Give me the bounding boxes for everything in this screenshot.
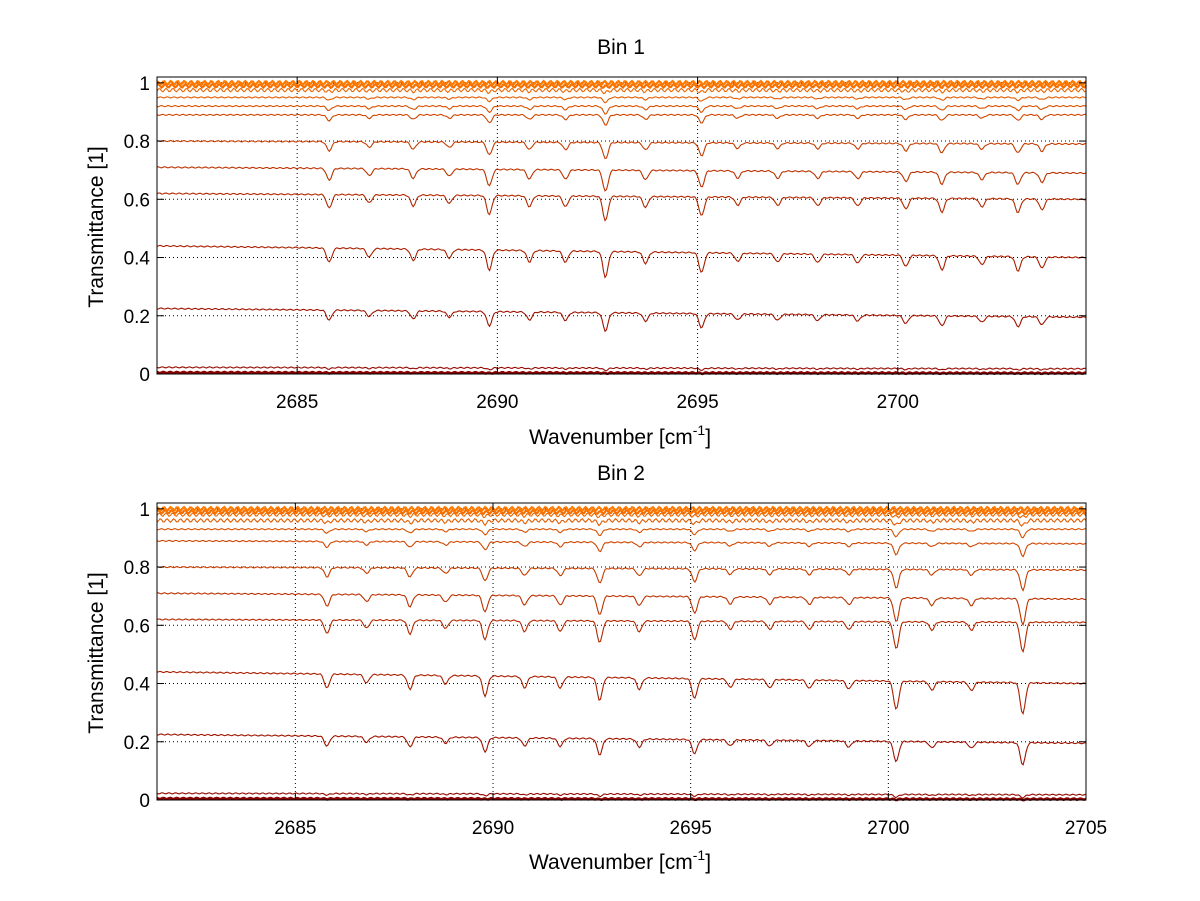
- series-line: [156, 166, 1087, 192]
- series-line: [156, 539, 1087, 558]
- plot-area: 2685 2690 2695 2700 2705 0 0.2 0.4 0.6 0.8 1: [124, 500, 1108, 839]
- series-line: [156, 79, 1087, 87]
- series-line: [156, 517, 1087, 527]
- series-line: [156, 670, 1087, 716]
- chart-title: Bin 1: [597, 36, 645, 59]
- series-line: [156, 139, 1087, 160]
- x-tick-label: 2690: [476, 392, 518, 413]
- series-line: [156, 307, 1087, 333]
- x-tick-label: 2690: [472, 818, 514, 839]
- plot-area: 2685 2690 2695 2700 0 0.2 0.4 0.6 0.8 1: [124, 74, 1087, 413]
- series-line: [156, 508, 1087, 516]
- chart-title: Bin 2: [597, 462, 645, 485]
- series-line: [156, 96, 1087, 104]
- x-tick-label: 2695: [676, 392, 718, 413]
- series-line: [156, 792, 1087, 799]
- y-axis-label: Transmittance [1]: [85, 572, 108, 733]
- y-tick-label: 0.4: [124, 675, 151, 696]
- y-axis-label: Transmittance [1]: [85, 146, 108, 307]
- x-axis-label: Wavenumber [cm-1]: [529, 422, 711, 449]
- y-tick-label: 0.8: [124, 132, 150, 153]
- axes-background: [157, 503, 1086, 800]
- series-line: [156, 82, 1087, 90]
- series-line: [156, 796, 1087, 802]
- series-line: [156, 87, 1087, 95]
- y-tick-label: 0.6: [124, 190, 150, 211]
- series-line: [156, 733, 1087, 766]
- series-line: [156, 366, 1087, 372]
- x-axis-label: Wavenumber [cm-1]: [529, 847, 711, 874]
- x-tick-label: 2700: [877, 392, 919, 413]
- series-line: [156, 528, 1087, 539]
- x-tick-label: 2685: [274, 818, 316, 839]
- series-line: [156, 192, 1087, 222]
- subplot-bin-1: Bin 1 2685 2690 2695 2700 0 0.2 0.4 0.6 0.8 1 Wav…: [85, 36, 1087, 449]
- series-line: [156, 618, 1087, 654]
- y-tick-label: 0.2: [124, 307, 150, 328]
- x-tick-label: 2700: [867, 818, 909, 839]
- series-line: [156, 592, 1086, 627]
- y-tick-label: 0: [139, 791, 150, 812]
- y-tick-label: 1: [139, 74, 150, 95]
- y-tick-label: 0.8: [124, 558, 150, 579]
- series-line: [156, 505, 1087, 513]
- series-line: [156, 370, 1087, 376]
- x-tick-label: 2685: [276, 392, 318, 413]
- y-tick-label: 0.2: [124, 733, 150, 754]
- axes-border: [156, 502, 1087, 801]
- y-tick-label: 1: [139, 500, 150, 521]
- y-tick-label: 0: [139, 365, 150, 386]
- axes-border: [156, 76, 1087, 375]
- series-line: [156, 244, 1087, 279]
- series-line: [156, 113, 1087, 126]
- series-line: [156, 104, 1087, 115]
- y-tick-label: 0.4: [124, 249, 151, 270]
- subplot-bin-2: Bin 2 2685 2690 2695 2700 2705 0 0.2 0.4 0.6 0.8 1…: [85, 462, 1107, 874]
- series-line: [156, 565, 1087, 592]
- axes-background: [157, 77, 1086, 374]
- x-tick-label: 2705: [1065, 818, 1107, 839]
- y-tick-label: 0.6: [124, 616, 150, 637]
- x-tick-label: 2695: [670, 818, 712, 839]
